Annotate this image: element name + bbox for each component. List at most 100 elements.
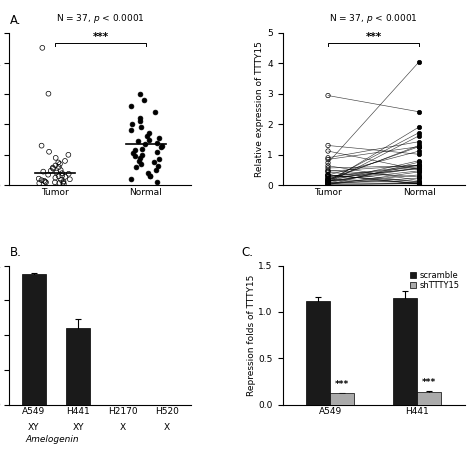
Point xyxy=(128,176,135,183)
Text: ***: *** xyxy=(365,32,382,42)
Bar xyxy=(417,392,441,405)
Point xyxy=(41,178,49,186)
Point xyxy=(324,179,332,186)
Point xyxy=(415,151,423,158)
Point xyxy=(127,102,135,110)
Text: C.: C. xyxy=(242,246,254,259)
Point xyxy=(153,148,160,155)
Point xyxy=(415,157,423,165)
Point xyxy=(324,177,332,184)
Point xyxy=(415,143,423,150)
Point xyxy=(55,163,63,171)
Point xyxy=(52,162,59,169)
Point xyxy=(153,139,161,146)
Point xyxy=(415,167,423,174)
Point xyxy=(324,175,332,183)
Point xyxy=(59,179,67,186)
Point xyxy=(415,180,423,187)
Point xyxy=(324,179,332,187)
Point xyxy=(51,179,59,186)
Point xyxy=(324,142,332,149)
Point xyxy=(415,173,423,181)
Point xyxy=(415,159,423,166)
Point xyxy=(324,171,332,179)
Point xyxy=(324,173,332,180)
Point xyxy=(38,176,46,184)
Point xyxy=(415,178,423,185)
Point xyxy=(415,147,423,155)
Point xyxy=(146,136,153,143)
Point xyxy=(38,44,46,52)
Point xyxy=(415,123,423,131)
Point xyxy=(136,157,143,165)
Point xyxy=(62,173,69,180)
Point xyxy=(58,172,66,179)
Point xyxy=(137,160,145,168)
Point xyxy=(324,177,332,184)
Point xyxy=(151,108,159,116)
Point xyxy=(415,163,423,171)
Point xyxy=(64,151,72,159)
Point xyxy=(415,171,423,179)
Point xyxy=(415,162,423,169)
Point xyxy=(66,176,73,183)
Point xyxy=(61,157,69,165)
Point xyxy=(143,133,151,140)
Text: X: X xyxy=(164,423,170,432)
Point xyxy=(324,92,332,99)
Point xyxy=(415,179,423,187)
Point xyxy=(415,164,423,172)
Point xyxy=(324,172,332,179)
Point xyxy=(415,143,423,150)
Point xyxy=(151,159,158,166)
Point xyxy=(131,153,139,160)
Text: ***: *** xyxy=(335,380,349,389)
Point xyxy=(129,150,137,157)
Point xyxy=(324,166,332,174)
Text: ***: *** xyxy=(422,378,436,387)
Point xyxy=(415,180,423,187)
Point xyxy=(38,142,46,149)
Point xyxy=(141,140,148,148)
Point xyxy=(324,175,332,183)
Point xyxy=(324,178,332,185)
Y-axis label: Relative expression of TTTY15: Relative expression of TTTY15 xyxy=(255,41,264,177)
Point xyxy=(324,159,332,166)
Text: Amelogenin: Amelogenin xyxy=(26,435,80,444)
Point xyxy=(45,90,52,97)
Point xyxy=(39,168,47,175)
Point xyxy=(53,169,60,176)
Bar xyxy=(66,328,91,405)
Point xyxy=(415,180,423,187)
Point xyxy=(415,180,423,187)
Point xyxy=(127,126,135,134)
Point xyxy=(65,170,73,178)
Point xyxy=(55,159,62,166)
Point xyxy=(324,181,332,188)
Point xyxy=(415,58,423,66)
Text: A.: A. xyxy=(9,14,21,27)
Bar xyxy=(306,301,330,405)
Point xyxy=(52,174,59,181)
Point xyxy=(324,175,332,183)
Bar xyxy=(330,393,355,405)
Bar xyxy=(22,274,46,405)
Point xyxy=(46,148,53,155)
Point xyxy=(324,167,332,175)
Text: N = 37, $\it{p}$ < 0.0001: N = 37, $\it{p}$ < 0.0001 xyxy=(56,12,145,25)
Point xyxy=(415,129,423,136)
Point xyxy=(42,179,50,186)
Point xyxy=(131,146,138,154)
Text: N = 37, $\it{p}$ < 0.0001: N = 37, $\it{p}$ < 0.0001 xyxy=(329,12,418,25)
Point xyxy=(132,163,140,171)
Point xyxy=(153,179,161,186)
Point xyxy=(128,120,136,128)
Point xyxy=(146,173,154,180)
Point xyxy=(55,173,63,180)
Text: XY: XY xyxy=(73,423,84,432)
Point xyxy=(324,181,332,188)
Point xyxy=(324,171,332,179)
Point xyxy=(56,160,64,168)
Point xyxy=(137,114,144,122)
Point xyxy=(324,180,332,187)
